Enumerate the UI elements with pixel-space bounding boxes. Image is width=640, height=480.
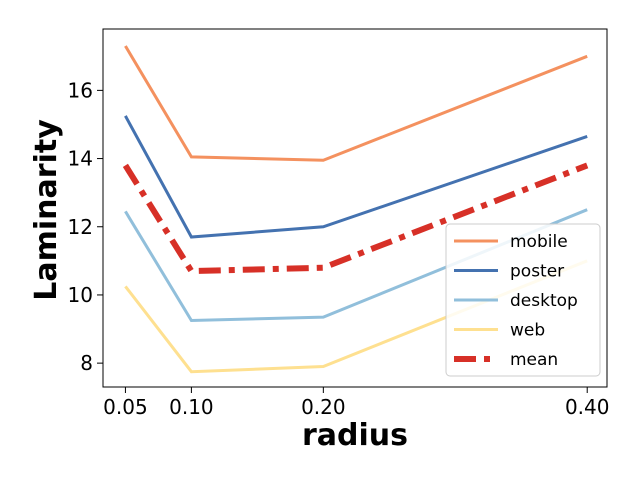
x-tick-label: 0.10 (169, 395, 214, 419)
series-line-mean (122, 162, 589, 275)
legend-label-mobile: mobile (510, 232, 568, 252)
x-tick-label: 0.20 (301, 395, 346, 419)
x-tick-label: 0.40 (565, 395, 610, 419)
y-tick-label: 16 (68, 78, 93, 102)
y-axis: 8 10 12 14 16 (68, 78, 103, 375)
y-tick-label: 8 (80, 351, 93, 375)
legend-label-mean: mean (510, 350, 558, 370)
x-axis-title: radius (302, 418, 408, 453)
legend-box (445, 223, 601, 377)
series-line-mobile (124, 45, 588, 162)
y-axis-title: Laminarity (29, 119, 64, 301)
y-tick-label: 12 (68, 215, 93, 239)
legend-label-poster: poster (510, 262, 564, 282)
series-layer (122, 45, 589, 374)
x-tick-label: 0.05 (103, 395, 148, 419)
legend-label-desktop: desktop (510, 291, 578, 311)
x-axis: 0.05 0.10 0.20 0.40 (103, 387, 609, 419)
series-line-poster (124, 115, 588, 239)
y-tick-label: 14 (68, 147, 93, 171)
legend-label-web: web (510, 321, 545, 341)
legend: mobile poster desktop web mean (445, 223, 601, 377)
y-tick-label: 10 (68, 283, 93, 307)
